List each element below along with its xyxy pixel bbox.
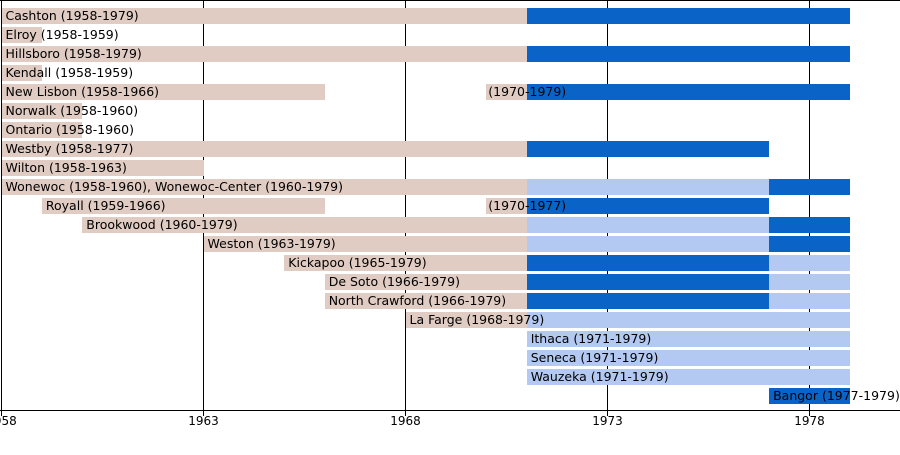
timeline-row: Ithaca (1971-1979) bbox=[0, 331, 900, 347]
timeline-row: Wauzeka (1971-1979) bbox=[0, 369, 900, 385]
timeline-row: Cashton (1958-1979) bbox=[0, 8, 900, 24]
timeline-row: Hillsboro (1958-1979) bbox=[0, 46, 900, 62]
row-label: Hillsboro (1958-1979) bbox=[5, 46, 142, 61]
axis-tick-label: 1973 bbox=[592, 414, 623, 428]
bar-segment-tan bbox=[1, 84, 325, 100]
timeline-row: Wonewoc (1958-1960), Wonewoc-Center (196… bbox=[0, 179, 900, 195]
timeline-row: Westby (1958-1977) bbox=[0, 141, 900, 157]
row-label: Westby (1958-1977) bbox=[5, 141, 134, 156]
bar-segment-dark-blue bbox=[526, 198, 770, 214]
row-label: De Soto (1966-1979) bbox=[328, 274, 460, 289]
axis-tick-label: 1968 bbox=[390, 414, 421, 428]
timeline-row: Kickapoo (1965-1979) bbox=[0, 255, 900, 271]
row-label: Bangor (1977-1979) bbox=[773, 388, 900, 403]
axis-tick-label: 1963 bbox=[188, 414, 219, 428]
row-label: Norwalk (1958-1960) bbox=[5, 103, 139, 118]
row-label: Elroy (1958-1959) bbox=[5, 27, 119, 42]
bar-segment-light-blue bbox=[769, 274, 850, 290]
bar-segment-tan bbox=[203, 236, 527, 252]
timeline-row: North Crawford (1966-1979) bbox=[0, 293, 900, 309]
timeline-row: Wilton (1958-1963) bbox=[0, 160, 900, 176]
bar-segment-tan bbox=[41, 198, 325, 214]
bar-segment-tan bbox=[1, 122, 83, 138]
row-label: Weston (1963-1979) bbox=[207, 236, 336, 251]
bar-segment-light-blue bbox=[526, 236, 770, 252]
bar-segment-tan bbox=[324, 293, 527, 309]
row-label: Seneca (1971-1979) bbox=[530, 350, 659, 365]
bar-segment-tan bbox=[1, 65, 42, 81]
bar-segment-light-blue bbox=[526, 350, 850, 366]
bar-segment-tan bbox=[82, 217, 527, 233]
row-label: Ithaca (1971-1979) bbox=[530, 331, 652, 346]
row-label: Brookwood (1960-1979) bbox=[86, 217, 238, 232]
row-label: Wauzeka (1971-1979) bbox=[530, 369, 669, 384]
bar-segment-tan bbox=[1, 27, 42, 43]
bar-segment-tan bbox=[1, 8, 527, 24]
row-label: Ontario (1958-1960) bbox=[5, 122, 134, 137]
timeline-row: Weston (1963-1979) bbox=[0, 236, 900, 252]
bar-segment-tan bbox=[1, 160, 204, 176]
bar-segment-light-blue bbox=[526, 369, 850, 385]
gridline-1958 bbox=[1, 0, 2, 416]
bar-segment-dark-blue bbox=[526, 141, 770, 157]
bar-segment-light-blue bbox=[769, 255, 850, 271]
timeline-row: New Lisbon (1958-1966) (1970-1979) bbox=[0, 84, 900, 100]
timeline-row: Royall (1959-1966) (1970-1977) bbox=[0, 198, 900, 214]
bar-segment-dark-blue bbox=[769, 217, 850, 233]
axis-bottom-line bbox=[0, 410, 900, 411]
timeline-row: Ontario (1958-1960) bbox=[0, 122, 900, 138]
row-label: North Crawford (1966-1979) bbox=[328, 293, 507, 308]
bar-segment-dark-blue bbox=[526, 8, 850, 24]
bar-segment-tan bbox=[486, 84, 527, 100]
bar-segment-dark-blue bbox=[769, 388, 850, 404]
gridline-1978 bbox=[809, 0, 810, 416]
bar-segment-tan bbox=[1, 46, 527, 62]
row-extra-label: (1970-1977) bbox=[488, 198, 567, 213]
timeline-row: La Farge (1968-1979) bbox=[0, 312, 900, 328]
gridline-1968 bbox=[405, 0, 406, 416]
bar-segment-tan bbox=[284, 255, 527, 271]
axis-tick-label: 1978 bbox=[794, 414, 825, 428]
bar-segment-dark-blue bbox=[526, 293, 770, 309]
axis-top-line bbox=[0, 0, 900, 1]
bar-segment-light-blue bbox=[526, 217, 770, 233]
bar-segment-dark-blue bbox=[526, 84, 850, 100]
timeline-row: Norwalk (1958-1960) bbox=[0, 103, 900, 119]
timeline-row: Elroy (1958-1959) bbox=[0, 27, 900, 43]
bar-segment-dark-blue bbox=[526, 274, 770, 290]
bar-segment-tan bbox=[405, 312, 527, 328]
bar-segment-tan bbox=[1, 103, 83, 119]
row-label: La Farge (1968-1979) bbox=[409, 312, 545, 327]
bar-segment-tan bbox=[1, 179, 527, 195]
row-label: Wilton (1958-1963) bbox=[5, 160, 127, 175]
row-extra-label: (1970-1979) bbox=[488, 84, 567, 99]
bar-segment-light-blue bbox=[526, 331, 850, 347]
timeline-row: Seneca (1971-1979) bbox=[0, 350, 900, 366]
timeline-row: Brookwood (1960-1979) bbox=[0, 217, 900, 233]
row-label: Royall (1959-1966) bbox=[45, 198, 166, 213]
row-label: Kendall (1958-1959) bbox=[5, 65, 134, 80]
bar-segment-dark-blue bbox=[526, 255, 770, 271]
timeline-row: Bangor (1977-1979) bbox=[0, 388, 900, 404]
bar-segment-light-blue bbox=[526, 179, 770, 195]
bar-segment-dark-blue bbox=[769, 236, 850, 252]
bar-segment-light-blue bbox=[769, 293, 850, 309]
row-label: Kickapoo (1965-1979) bbox=[288, 255, 427, 270]
bar-segment-dark-blue bbox=[769, 179, 850, 195]
row-label: Cashton (1958-1979) bbox=[5, 8, 139, 23]
bar-segment-tan bbox=[486, 198, 527, 214]
timeline-row: De Soto (1966-1979) bbox=[0, 274, 900, 290]
bar-segment-dark-blue bbox=[526, 46, 850, 62]
bar-segment-light-blue bbox=[526, 312, 850, 328]
axis-tick-label: 1958 bbox=[0, 414, 17, 428]
timeline-row: Kendall (1958-1959) bbox=[0, 65, 900, 81]
bar-segment-tan bbox=[1, 141, 527, 157]
bar-segment-tan bbox=[324, 274, 527, 290]
row-label: New Lisbon (1958-1966) bbox=[5, 84, 160, 99]
row-label: Wonewoc (1958-1960), Wonewoc-Center (196… bbox=[5, 179, 344, 194]
